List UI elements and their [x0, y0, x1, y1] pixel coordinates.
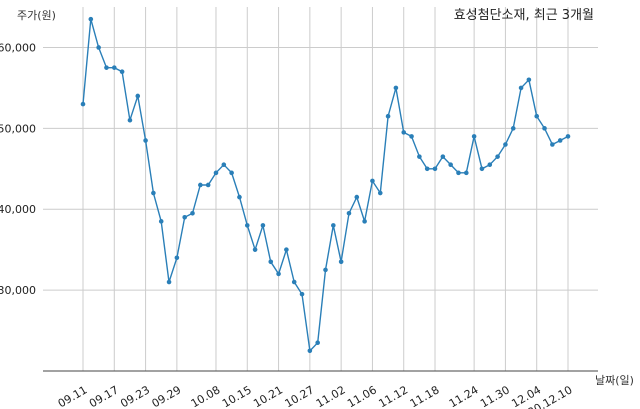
price-point	[166, 279, 172, 285]
price-point	[143, 138, 148, 143]
price-point	[299, 291, 305, 297]
price-point	[565, 134, 571, 139]
price-point	[198, 182, 203, 188]
price-point	[213, 170, 219, 176]
price-point	[479, 166, 485, 172]
price-point	[331, 223, 336, 228]
price-point	[111, 65, 117, 70]
price-point	[182, 215, 187, 220]
price-point	[338, 259, 344, 265]
price-point	[237, 194, 242, 200]
price-point	[260, 223, 266, 228]
price-point	[534, 113, 540, 119]
price-point	[221, 162, 227, 168]
price-point	[268, 259, 274, 265]
x-tick-label: 09.29	[150, 383, 184, 409]
price-point	[409, 134, 414, 139]
price-point	[315, 340, 320, 345]
price-point	[284, 247, 289, 252]
x-tick-label: 10.27	[283, 383, 317, 409]
price-point	[440, 154, 446, 159]
x-tick-label: 11.12	[376, 383, 410, 409]
x-tick-label: 10.08	[189, 383, 223, 409]
price-point	[557, 138, 563, 143]
price-point	[323, 267, 328, 273]
price-point	[510, 126, 516, 131]
price-point	[432, 166, 438, 172]
price-point	[518, 85, 524, 91]
price-point	[464, 170, 469, 176]
x-tick-label: 11.02	[314, 383, 348, 409]
price-point	[174, 255, 180, 261]
y-tick-label: 130,000	[0, 284, 36, 297]
price-point	[417, 154, 422, 159]
x-tick-label: 09.17	[87, 383, 121, 409]
chart-title: 효성첨단소재, 최근 3개월	[454, 8, 594, 23]
y-tick-label: 160,000	[0, 41, 36, 54]
price-point	[495, 154, 500, 159]
price-point	[354, 194, 360, 200]
price-point	[471, 134, 477, 139]
price-point	[370, 178, 375, 184]
price-points	[80, 16, 571, 354]
price-point	[456, 170, 461, 176]
y-axis-label: 주가(원)	[17, 9, 56, 22]
price-point	[135, 93, 141, 99]
x-tick-label: 09.11	[56, 383, 90, 409]
price-point	[88, 16, 94, 22]
price-point	[393, 85, 399, 91]
price-point	[229, 170, 234, 176]
x-tick-label: 10.15	[220, 383, 254, 409]
price-point	[542, 126, 547, 131]
price-point	[158, 219, 164, 224]
x-tick-label: 11.18	[408, 383, 442, 409]
y-tick-label: 140,000	[0, 203, 36, 216]
price-point	[104, 65, 109, 70]
x-tick-label: 09.23	[118, 383, 152, 409]
price-point	[244, 223, 250, 228]
price-point	[526, 77, 532, 83]
price-point	[205, 182, 211, 188]
price-point	[385, 113, 391, 119]
price-point	[276, 271, 281, 277]
x-tick-label: 10.21	[251, 383, 285, 409]
price-point	[151, 190, 156, 196]
y-axis-ticks: 130,000 140,000 150,000 160,000	[0, 41, 36, 297]
x-tick-label: 11.24	[447, 383, 481, 409]
price-point	[377, 190, 383, 196]
price-point	[307, 348, 313, 354]
price-point	[190, 210, 195, 216]
price-point	[424, 166, 430, 172]
price-point	[448, 162, 453, 168]
price-point	[487, 162, 493, 168]
price-point	[401, 130, 407, 135]
x-tick-label: 11.06	[345, 383, 379, 409]
price-point	[80, 101, 86, 107]
x-tick-label: 11.30	[478, 383, 512, 409]
price-point	[127, 117, 133, 123]
price-point	[119, 69, 125, 75]
price-point	[96, 45, 101, 50]
price-point	[346, 210, 352, 216]
price-point	[252, 247, 258, 252]
price-point	[291, 279, 297, 285]
price-point	[550, 142, 555, 147]
price-series-line	[82, 18, 569, 353]
price-point	[503, 142, 508, 147]
y-tick-label: 150,000	[0, 122, 36, 135]
x-axis-label: 날짜(일)	[595, 373, 634, 387]
price-point	[362, 219, 367, 224]
